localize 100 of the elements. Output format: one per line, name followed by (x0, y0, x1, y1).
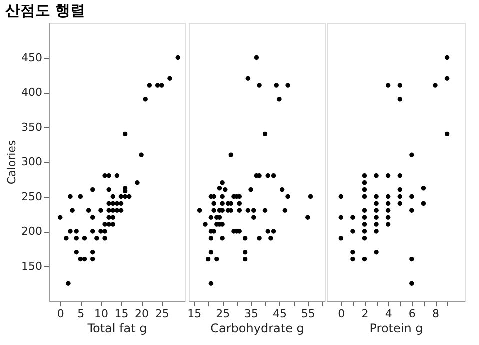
point (70, 208, 75, 213)
x-tick-label: 10 (94, 308, 108, 320)
point (444, 76, 450, 81)
point (114, 201, 120, 206)
point (374, 250, 379, 255)
point (444, 55, 450, 60)
point (122, 194, 128, 200)
point (90, 256, 96, 262)
point (110, 215, 116, 220)
x-tick-label: 0 (338, 308, 346, 320)
point (362, 174, 368, 178)
point (338, 194, 344, 200)
point (106, 222, 112, 227)
point (350, 215, 356, 220)
x-tick-label: 4 (385, 308, 392, 320)
point (362, 256, 368, 262)
point (118, 201, 124, 206)
point (386, 208, 391, 213)
x-tick-label: 25 (155, 308, 170, 320)
point (374, 215, 379, 220)
point (398, 83, 402, 88)
point (74, 229, 79, 234)
point (102, 174, 108, 178)
point (374, 208, 379, 213)
point (386, 201, 391, 206)
y-tick-label: 200 (22, 225, 42, 238)
point (66, 281, 71, 286)
point (362, 208, 368, 213)
point (106, 208, 112, 213)
point (110, 194, 116, 200)
point (106, 215, 112, 220)
point (143, 97, 148, 102)
point (82, 236, 88, 241)
point (444, 132, 450, 137)
point (155, 83, 160, 88)
point (78, 194, 84, 200)
point (374, 194, 379, 200)
x-tick-label: 6 (408, 308, 416, 320)
point (94, 236, 100, 241)
point (110, 222, 116, 227)
x-axis-title: Total fat g (86, 322, 148, 336)
point (421, 186, 426, 191)
point (398, 174, 402, 178)
x-tick-label: 25 (216, 308, 230, 320)
point (386, 222, 391, 227)
point (102, 236, 108, 241)
point (118, 208, 124, 213)
point (110, 201, 116, 206)
y-tick-label: 450 (22, 51, 42, 64)
point (82, 256, 88, 262)
point (410, 194, 414, 200)
point (74, 236, 79, 241)
point (127, 194, 132, 200)
x-tick-label: 45 (272, 308, 287, 320)
point (90, 229, 96, 234)
x-tick-label: 15 (188, 308, 202, 320)
point (90, 250, 96, 255)
point (338, 215, 344, 220)
point (98, 229, 104, 234)
x-tick-label: 5 (78, 308, 85, 320)
point (374, 174, 379, 178)
point (68, 194, 73, 200)
point (410, 152, 414, 158)
point (102, 229, 108, 234)
point (398, 194, 402, 200)
point (362, 180, 368, 186)
point (374, 222, 379, 227)
point (350, 229, 356, 234)
point (386, 83, 391, 88)
y-tick-label: 400 (22, 86, 42, 99)
point (58, 215, 63, 220)
point (78, 256, 84, 262)
point (110, 208, 116, 213)
point (74, 250, 79, 255)
point (135, 180, 140, 186)
point (350, 256, 356, 262)
point (176, 55, 180, 60)
point (122, 132, 128, 137)
point (102, 222, 108, 227)
point (410, 256, 414, 262)
x-tick-label: 20 (135, 308, 150, 320)
x-axis-title: Protein g (370, 322, 424, 336)
y-axis-title: Calories (6, 140, 19, 185)
point (114, 208, 120, 213)
point (68, 229, 73, 234)
point (433, 83, 438, 88)
x-axis-title: Carbohydrate g (210, 322, 304, 336)
point (386, 215, 391, 220)
point (374, 201, 379, 206)
point (168, 76, 172, 81)
point (86, 208, 92, 213)
point (362, 194, 368, 200)
point (410, 281, 414, 286)
point (118, 194, 124, 200)
point (106, 174, 112, 178)
point (386, 194, 391, 200)
point (362, 222, 368, 227)
point (374, 229, 379, 234)
point (114, 174, 120, 178)
point (398, 97, 402, 102)
